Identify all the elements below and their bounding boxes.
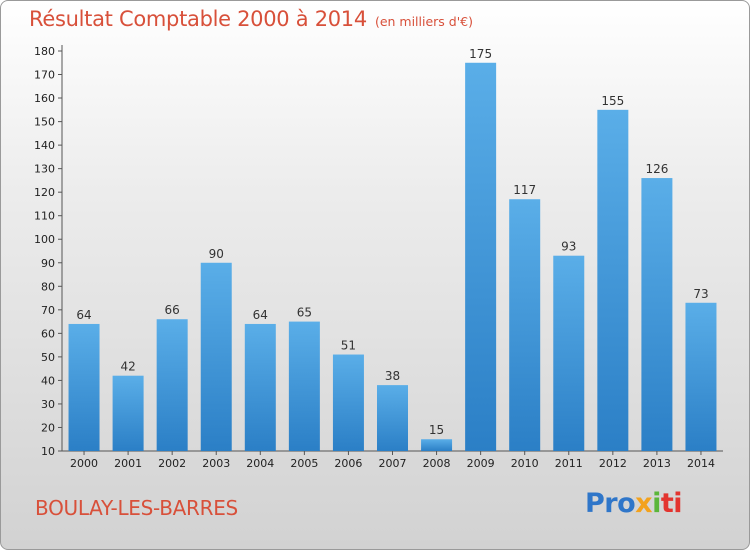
y-tick-label: 170 xyxy=(34,69,55,82)
logo-part-2: x xyxy=(635,488,653,519)
bar xyxy=(332,354,364,451)
data-label: 65 xyxy=(297,306,312,320)
data-labels-group: 64 42 66 90 64 65 51 38 15 175 117 93 155 126 73 xyxy=(76,47,708,437)
bar xyxy=(641,178,673,451)
logo-part-4: ti xyxy=(660,488,683,519)
logo-part-1: Pro xyxy=(585,488,636,519)
data-label: 15 xyxy=(429,423,444,437)
y-tick-label: 50 xyxy=(41,351,55,364)
y-tick-label: 20 xyxy=(41,421,55,434)
chart-subtitle: (en milliers d'€) xyxy=(374,14,473,29)
x-tick-label: 2006 xyxy=(334,457,362,470)
y-tick-label: 60 xyxy=(41,327,55,340)
y-tick-label: 80 xyxy=(41,280,55,293)
bar xyxy=(244,323,276,451)
y-tick-label: 120 xyxy=(34,186,55,199)
bar xyxy=(597,109,629,451)
data-label: 51 xyxy=(341,339,356,353)
bar xyxy=(553,255,585,451)
city-name: BOULAY-LES-BARRES xyxy=(35,496,238,520)
bar xyxy=(288,321,320,451)
y-tick-label: 10 xyxy=(41,445,55,458)
bar xyxy=(112,375,144,451)
y-tick-label: 160 xyxy=(34,92,55,105)
bar xyxy=(421,439,453,451)
bar xyxy=(377,385,408,451)
bars-group xyxy=(68,62,717,451)
data-label: 93 xyxy=(561,240,576,254)
bar xyxy=(200,262,232,451)
y-tick-label: 180 xyxy=(34,45,55,58)
y-tick-label: 100 xyxy=(34,233,55,246)
y-tick-label: 40 xyxy=(41,374,55,387)
x-tick-label: 2014 xyxy=(687,457,715,470)
x-tick-label: 2003 xyxy=(202,457,230,470)
x-tick-label: 2008 xyxy=(423,457,451,470)
y-tick-label: 90 xyxy=(41,257,55,270)
data-label: 66 xyxy=(165,303,180,317)
data-label: 126 xyxy=(645,162,668,176)
y-tick-label: 30 xyxy=(41,398,55,411)
x-tick-label: 2009 xyxy=(467,457,495,470)
y-tick-label: 150 xyxy=(34,116,55,129)
y-tick-label: 140 xyxy=(34,139,55,152)
x-tick-label: 2013 xyxy=(643,457,671,470)
x-tick-label: 2007 xyxy=(379,457,407,470)
data-label: 42 xyxy=(120,360,135,374)
data-label: 117 xyxy=(513,183,536,197)
data-label: 64 xyxy=(76,308,91,322)
y-tick-label: 70 xyxy=(41,304,55,317)
y-tick-label: 110 xyxy=(34,210,55,223)
chart-title: Résultat Comptable 2000 à 2014 (en millie… xyxy=(29,7,473,31)
x-tick-label: 2012 xyxy=(599,457,627,470)
y-tick-label: 130 xyxy=(34,163,55,176)
axes: 10 20 30 40 50 60 70 80 90 100 110 120 130 140 150 160 1… xyxy=(34,45,723,470)
data-label: 73 xyxy=(693,287,708,301)
data-label: 175 xyxy=(469,47,492,61)
bar xyxy=(156,319,188,451)
title-text: Résultat Comptable 2000 à 2014 xyxy=(29,7,367,31)
x-tick-label: 2002 xyxy=(158,457,186,470)
x-tick-label: 2010 xyxy=(511,457,539,470)
bar xyxy=(685,302,717,451)
bar xyxy=(465,62,497,451)
bar xyxy=(509,199,541,451)
data-label: 90 xyxy=(209,247,224,261)
x-tick-label: 2001 xyxy=(114,457,142,470)
bar xyxy=(68,323,100,451)
data-label: 38 xyxy=(385,369,400,383)
logo-part-3: i xyxy=(652,488,661,519)
data-label: 64 xyxy=(253,308,268,322)
x-tick-label: 2011 xyxy=(555,457,583,470)
data-label: 155 xyxy=(601,94,624,108)
x-tick-label: 2004 xyxy=(246,457,274,470)
x-tick-label: 2000 xyxy=(70,457,98,470)
x-tick-label: 2005 xyxy=(290,457,318,470)
proxiti-logo: Proxiti xyxy=(585,488,683,519)
